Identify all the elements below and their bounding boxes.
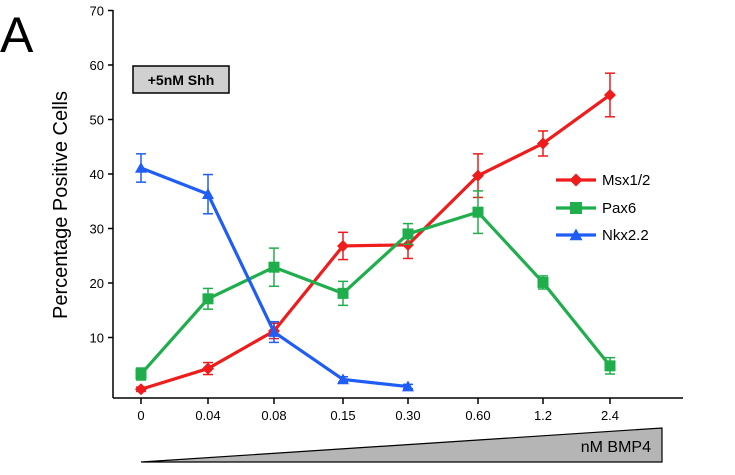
- y-axis-title: Percentage Positive Cells: [50, 91, 72, 319]
- data-point: [337, 373, 349, 385]
- bmp4-gradient: nM BMP4: [140, 427, 663, 463]
- y-tick-label: 60: [90, 58, 104, 73]
- legend-item: Nkx2.2: [556, 227, 649, 244]
- y-tick-label: 40: [90, 167, 104, 182]
- data-point: [337, 287, 349, 299]
- y-tick-label: 20: [90, 276, 104, 291]
- x-tick-label: 0.04: [195, 408, 220, 423]
- data-point: [537, 137, 549, 150]
- panel-letter: A: [0, 7, 34, 63]
- y-tick-label: 10: [90, 331, 104, 346]
- x-tick-label: 0: [137, 408, 144, 423]
- x-ticks: 0 0.04 0.08 0.15 0.30 0.60 1.2 2.4: [137, 398, 619, 423]
- series-line: [139, 210, 612, 376]
- data-point: [202, 293, 214, 305]
- legend-marker: [570, 202, 582, 214]
- x-tick-label: 0.60: [465, 408, 490, 423]
- data-point: [202, 188, 214, 199]
- data-point: [202, 362, 214, 375]
- data-point: [604, 360, 616, 372]
- data-point: [135, 383, 147, 396]
- series-pax6: [135, 190, 616, 381]
- legend-marker: [569, 173, 583, 187]
- y-tick-label: 30: [90, 222, 104, 237]
- x-tick-label: 1.2: [534, 408, 552, 423]
- data-point: [135, 368, 147, 380]
- data-point: [472, 206, 484, 218]
- y-ticks: 10 20 30 40 50 60 70: [90, 4, 113, 346]
- data-point: [472, 169, 484, 182]
- treatment-annotation: +5nM Shh: [132, 65, 230, 94]
- series-nkx2-2: [135, 153, 414, 392]
- legend: Msx1/2 Pax6 Nkx2.2: [556, 172, 650, 244]
- data-point: [135, 162, 147, 173]
- data-point: [402, 380, 414, 392]
- gradient-label: nM BMP4: [581, 439, 651, 456]
- data-point: [268, 261, 280, 273]
- legend-label: Msx1/2: [602, 172, 650, 189]
- x-tick-label: 0.30: [395, 408, 420, 423]
- legend-item: Msx1/2: [556, 172, 650, 189]
- treatment-label: +5nM Shh: [148, 72, 215, 88]
- gradient-wedge: [140, 427, 663, 463]
- legend-marker: [569, 228, 583, 241]
- series-msx1-2: [135, 72, 616, 396]
- legend-item: Pax6: [556, 200, 636, 217]
- series-layer: [135, 72, 616, 396]
- x-tick-label: 2.4: [601, 408, 619, 423]
- legend-label: Nkx2.2: [602, 227, 649, 244]
- x-tick-label: 0.08: [261, 408, 286, 423]
- data-point: [268, 326, 280, 337]
- y-tick-label: 70: [90, 4, 104, 19]
- data-point: [337, 239, 349, 252]
- data-point: [537, 276, 549, 288]
- series-line: [140, 93, 611, 391]
- data-point: [604, 88, 616, 101]
- y-tick-label: 50: [90, 113, 104, 128]
- data-point: [402, 228, 414, 240]
- x-tick-label: 0.15: [330, 408, 355, 423]
- legend-label: Pax6: [602, 200, 636, 217]
